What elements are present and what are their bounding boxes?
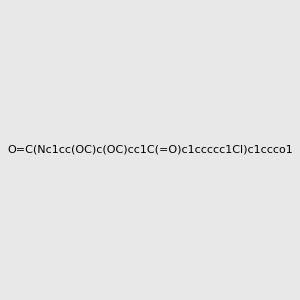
Text: O=C(Nc1cc(OC)c(OC)cc1C(=O)c1ccccc1Cl)c1ccco1: O=C(Nc1cc(OC)c(OC)cc1C(=O)c1ccccc1Cl)c1c… xyxy=(7,145,293,155)
